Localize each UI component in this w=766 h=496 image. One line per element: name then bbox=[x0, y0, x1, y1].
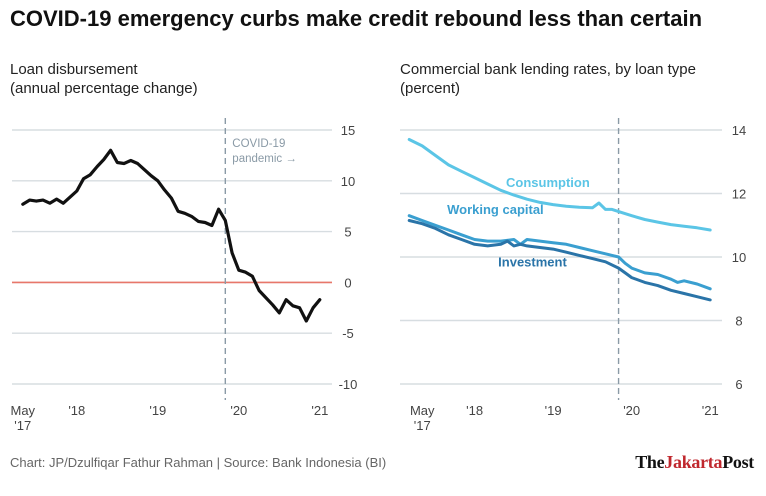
pandemic-annotation-line: pandemic → bbox=[232, 153, 297, 165]
y-tick-label: 0 bbox=[344, 275, 351, 290]
series-label-consumption: Consumption bbox=[506, 175, 590, 190]
x-tick-label: '18 bbox=[68, 403, 85, 418]
y-tick-label: -10 bbox=[339, 377, 358, 392]
source-credit: Chart: JP/Dzulfiqar Fathur Rahman | Sour… bbox=[10, 455, 387, 470]
series-line-investment bbox=[407, 219, 712, 302]
x-tick-label: May bbox=[410, 403, 435, 418]
left-chart-subtitle: Loan disbursement (annual percentage cha… bbox=[10, 60, 198, 98]
right-subtitle-line-2: (percent) bbox=[400, 80, 461, 97]
x-tick-label: '18 bbox=[466, 403, 483, 418]
y-tick-label: 10 bbox=[341, 174, 355, 189]
y-tick-label: 14 bbox=[732, 123, 746, 138]
x-tick-label: '19 bbox=[149, 403, 166, 418]
logo-post: Post bbox=[722, 452, 754, 472]
publisher-logo: TheJakartaPost bbox=[635, 452, 754, 473]
y-tick-label: 10 bbox=[732, 250, 746, 265]
x-tick-label: '20 bbox=[623, 403, 640, 418]
x-tick-label: May bbox=[10, 403, 35, 418]
right-subtitle-line-1: Commercial bank lending rates, by loan t… bbox=[400, 61, 696, 78]
chart-title: COVID-19 emergency curbs make credit reb… bbox=[10, 6, 703, 31]
series-line-working_capital bbox=[407, 214, 712, 291]
y-tick-label: 15 bbox=[341, 123, 355, 138]
y-tick-label: 12 bbox=[732, 187, 746, 202]
series-label-investment: Investment bbox=[498, 255, 567, 270]
series-label-working_capital: Working capital bbox=[447, 202, 544, 217]
logo-the: The bbox=[635, 452, 665, 472]
right-chart-subtitle: Commercial bank lending rates, by loan t… bbox=[400, 60, 696, 98]
y-tick-label: 6 bbox=[735, 377, 742, 392]
x-tick-label-year: '17 bbox=[14, 418, 31, 433]
y-tick-label: 5 bbox=[344, 225, 351, 240]
x-tick-label: '21 bbox=[702, 403, 719, 418]
y-tick-label: 8 bbox=[735, 314, 742, 329]
x-tick-label: '19 bbox=[545, 403, 562, 418]
series-line-loan bbox=[21, 148, 322, 323]
logo-jakarta: Jakarta bbox=[664, 452, 723, 472]
left-subtitle-line-2: (annual percentage change) bbox=[10, 80, 198, 97]
y-tick-label: -5 bbox=[342, 326, 354, 341]
left-subtitle-line-1: Loan disbursement bbox=[10, 61, 138, 78]
series-line-consumption bbox=[407, 138, 712, 232]
x-tick-label: '20 bbox=[230, 403, 247, 418]
pandemic-annotation-line: COVID-19 bbox=[232, 138, 285, 150]
x-tick-label-year: '17 bbox=[414, 418, 431, 433]
x-tick-label: '21 bbox=[311, 403, 328, 418]
